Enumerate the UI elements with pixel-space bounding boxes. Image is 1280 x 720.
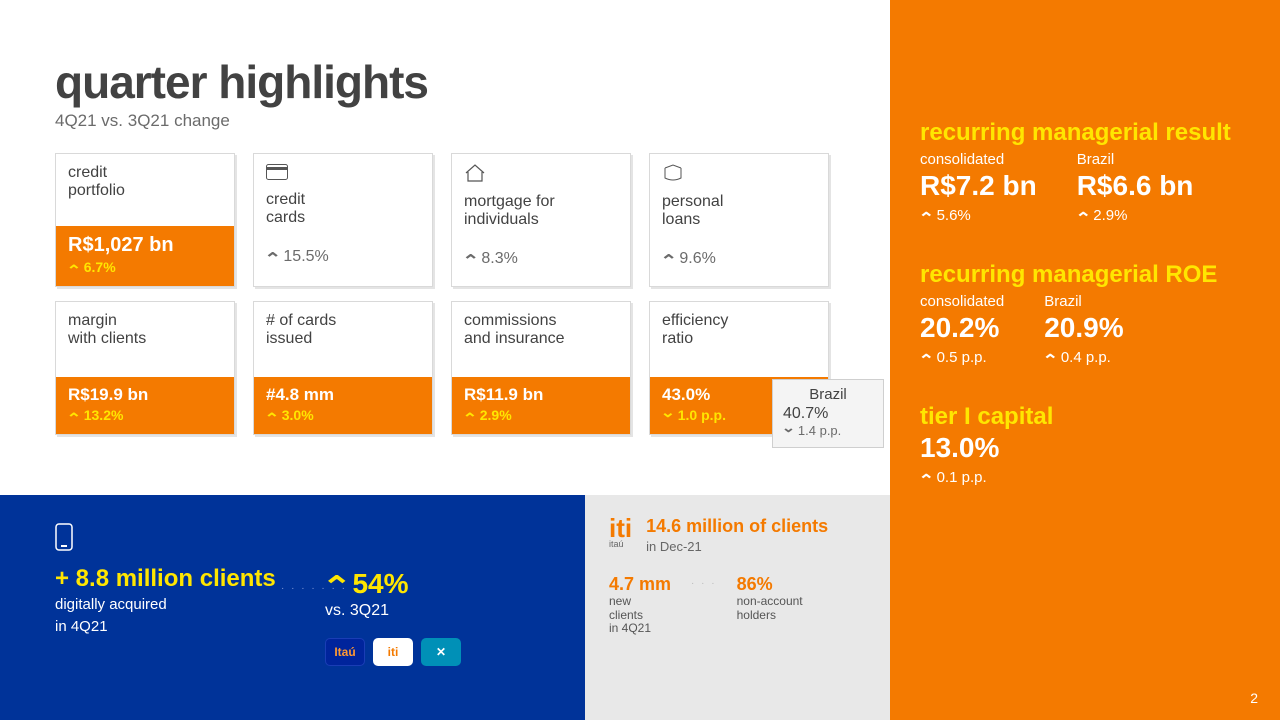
result-br-label: Brazil <box>1077 151 1194 168</box>
iti-na-num: 86% <box>737 574 803 595</box>
cards-grid: credit portfolio R$1,027 bn 6.7% credit … <box>0 131 890 435</box>
iti-panel: iti itaú 14.6 million of clients in Dec-… <box>585 495 890 720</box>
brand-other: ✕ <box>421 638 461 666</box>
result-br-chg: 2.9% <box>1077 206 1194 224</box>
tier1-val: 13.0% <box>920 432 1250 464</box>
iti-new-num: 4.7 mm <box>609 574 671 595</box>
section-result: recurring managerial result consolidated… <box>920 120 1250 224</box>
card-icon <box>266 164 420 185</box>
bottom-row: + 8.8 million clients digitally acquired… <box>0 495 890 720</box>
roe-title: recurring managerial ROE <box>920 262 1250 287</box>
card-value: R$11.9 bn <box>464 385 618 405</box>
roe-cons-val: 20.2% <box>920 312 1004 344</box>
phone-icon <box>55 523 285 556</box>
card-label: commissions and insurance <box>464 312 618 349</box>
card-label: credit portfolio <box>68 164 222 201</box>
card-change: 6.7% <box>68 259 222 276</box>
left-column: quarter highlights 4Q21 vs. 3Q21 change … <box>0 0 890 720</box>
roe-cons-label: consolidated <box>920 293 1004 310</box>
iti-new-l2: clients <box>609 609 671 623</box>
card-commissions: commissions and insurance R$11.9 bn 2.9% <box>451 301 631 435</box>
result-cons-val: R$7.2 bn <box>920 170 1037 202</box>
section-tier1: tier I capital 13.0% 0.1 p.p. <box>920 404 1250 485</box>
header-block: quarter highlights 4Q21 vs. 3Q21 change <box>0 0 890 131</box>
card-change: 9.6% <box>662 248 816 268</box>
card-value: #4.8 mm <box>266 385 420 405</box>
brazil-label: Brazil <box>783 386 873 403</box>
digital-headline: + 8.8 million clients <box>55 566 285 592</box>
slide: quarter highlights 4Q21 vs. 3Q21 change … <box>0 0 1280 720</box>
iti-new-l1: new <box>609 595 671 609</box>
card-change: 15.5% <box>266 246 420 266</box>
iti-logo: iti itaú <box>609 517 632 548</box>
card-personal-loans: personal loans 9.6% <box>649 153 829 287</box>
brazil-popout: Brazil 40.7% 1.4 p.p. <box>772 379 884 448</box>
iti-na-l1: non-account <box>737 595 803 609</box>
card-label: margin with clients <box>68 312 222 349</box>
result-cons-chg: 5.6% <box>920 206 1037 224</box>
tier1-title: tier I capital <box>920 404 1250 429</box>
card-cards-issued: # of cards issued #4.8 mm 3.0% <box>253 301 433 435</box>
house-icon <box>464 164 618 187</box>
digital-vs: vs. 3Q21 <box>325 602 461 620</box>
card-value: R$1,027 bn <box>68 234 222 257</box>
result-br-val: R$6.6 bn <box>1077 170 1194 202</box>
card-label: personal loans <box>662 193 816 230</box>
page-subtitle: 4Q21 vs. 3Q21 change <box>55 111 890 131</box>
iti-dots: · · · <box>691 574 717 589</box>
brand-iti: iti <box>373 638 413 666</box>
digital-panel: + 8.8 million clients digitally acquired… <box>0 495 585 720</box>
card-change: 2.9% <box>464 407 618 424</box>
result-cons-label: consolidated <box>920 151 1037 168</box>
card-change: 3.0% <box>266 407 420 424</box>
roe-br-chg: 0.4 p.p. <box>1044 348 1123 366</box>
brand-pills: Itaú iti ✕ <box>325 638 461 666</box>
card-change: 13.2% <box>68 407 222 424</box>
iti-non-account: 86% non-account holders <box>737 574 803 623</box>
card-margin: margin with clients R$19.9 bn 13.2% <box>55 301 235 435</box>
iti-sub: in Dec-21 <box>646 539 828 554</box>
card-label: credit cards <box>266 191 420 228</box>
card-change: 8.3% <box>464 248 618 268</box>
brazil-change: 1.4 p.p. <box>783 423 873 439</box>
card-label: mortgage for individuals <box>464 193 618 230</box>
roe-cons-chg: 0.5 p.p. <box>920 348 1004 366</box>
card-label: # of cards issued <box>266 312 420 349</box>
card-value: R$19.9 bn <box>68 385 222 405</box>
right-column: recurring managerial result consolidated… <box>890 0 1280 720</box>
money-icon <box>662 164 816 187</box>
brand-itau: Itaú <box>325 638 365 666</box>
page-title: quarter highlights <box>55 55 890 109</box>
tier1-chg: 0.1 p.p. <box>920 468 1250 486</box>
card-credit-portfolio: credit portfolio R$1,027 bn 6.7% <box>55 153 235 287</box>
result-title: recurring managerial result <box>920 120 1250 145</box>
card-mortgage: mortgage for individuals 8.3% <box>451 153 631 287</box>
card-credit-cards: credit cards 15.5% <box>253 153 433 287</box>
roe-br-val: 20.9% <box>1044 312 1123 344</box>
roe-br-label: Brazil <box>1044 293 1123 310</box>
digital-pct: 54% <box>325 567 461 600</box>
iti-headline: 14.6 million of clients <box>646 517 828 537</box>
iti-new-clients: 4.7 mm new clients in 4Q21 <box>609 574 671 636</box>
iti-new-l3: in 4Q21 <box>609 622 671 636</box>
card-label: efficiency ratio <box>662 312 816 349</box>
iti-na-l2: holders <box>737 609 803 623</box>
page-number: 2 <box>1250 690 1258 706</box>
digital-sub1: digitally acquired <box>55 596 285 614</box>
brazil-value: 40.7% <box>783 405 873 423</box>
digital-sub2: in 4Q21 <box>55 618 285 636</box>
section-roe: recurring managerial ROE consolidated 20… <box>920 262 1250 366</box>
